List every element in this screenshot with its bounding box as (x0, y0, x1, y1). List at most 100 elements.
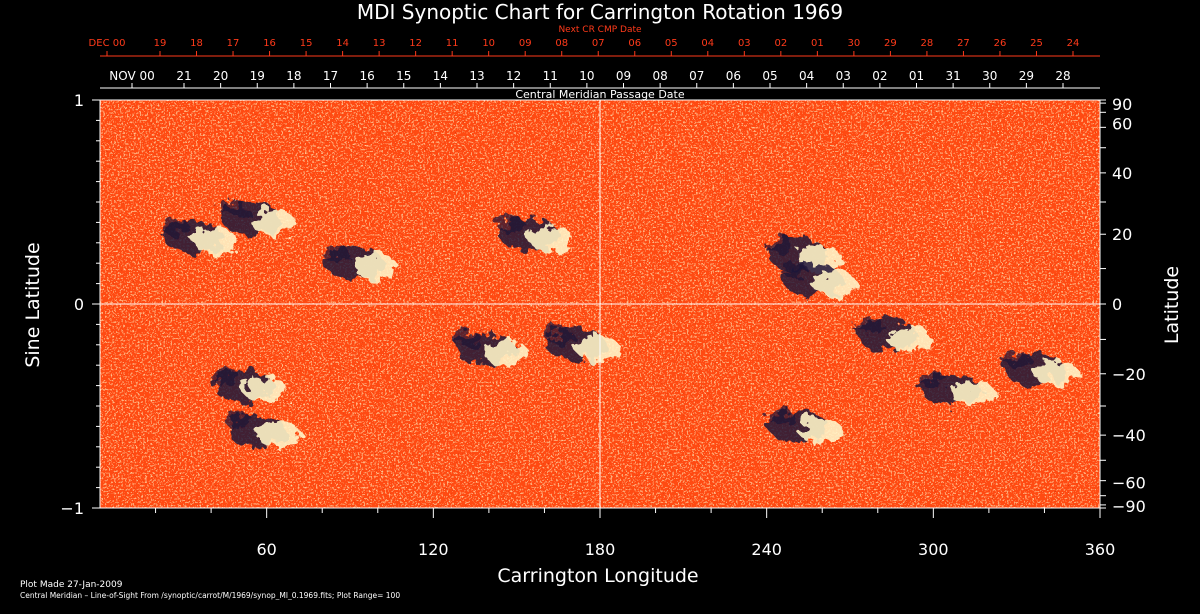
central-meridian-passage-date-label: 13 (469, 69, 484, 83)
next-cr-cmp-date-label: 09 (519, 38, 532, 49)
central-meridian-passage-date-label: 07 (689, 69, 704, 83)
next-cr-cmp-date-label: DEC 00 (89, 38, 126, 49)
central-meridian-passage-date-label: 05 (762, 69, 777, 83)
y-tick-label-right: 20 (1112, 225, 1132, 244)
x-tick-label: 240 (751, 540, 782, 559)
x-axis-label: Carrington Longitude (497, 565, 698, 587)
next-cr-cmp-date-label: 12 (409, 38, 422, 49)
positive-polarity-patch (528, 225, 573, 252)
positive-polarity-patch (484, 339, 529, 366)
next-cr-cmp-date-label: 03 (738, 38, 751, 49)
plot-source-note: Central Meridian – Line-of-Sight From /s… (20, 591, 400, 600)
y-tick-label-right: 40 (1112, 164, 1132, 183)
central-meridian-passage-date-label: 09 (616, 69, 631, 83)
next-cr-cmp-date-label: 07 (592, 38, 605, 49)
next-cr-cmp-date-label: 13 (373, 38, 386, 49)
next-cr-cmp-date-label: 04 (701, 38, 714, 49)
central-meridian-passage-date-label: 16 (359, 69, 374, 83)
central-meridian-passage-date-label: 03 (836, 69, 851, 83)
positive-polarity-patch (951, 380, 996, 407)
negative-polarity-patch (919, 371, 948, 388)
y-tick-label-right: −20 (1112, 365, 1146, 384)
negative-polarity-patch (766, 237, 795, 254)
next-cr-cmp-date-label: 26 (994, 38, 1007, 49)
central-meridian-passage-date-label: 04 (799, 69, 814, 83)
next-cr-cmp-date-label: 30 (848, 38, 861, 49)
central-meridian-passage-date-label: 14 (433, 69, 448, 83)
active-region (210, 367, 287, 403)
central-meridian-passage-date-label: 17 (323, 69, 338, 83)
y-tick-label-right: −40 (1112, 426, 1146, 445)
next-cr-cmp-date-label: 28 (921, 38, 934, 49)
active-region (452, 330, 529, 366)
next-cr-cmp-date-label: 27 (957, 38, 970, 49)
negative-polarity-patch (855, 316, 884, 333)
y-tick-label-right: 60 (1112, 114, 1132, 133)
active-region (544, 326, 621, 362)
central-meridian-passage-date-label: 02 (872, 69, 887, 83)
negative-polarity-patch (160, 218, 189, 235)
active-region (224, 412, 301, 448)
next-cr-cmp-date-label: 01 (811, 38, 824, 49)
central-meridian-passage-date-label: 18 (286, 69, 301, 83)
y-axis-label-right: Latitude (1161, 266, 1183, 344)
active-region (160, 218, 237, 254)
negative-polarity-patch (224, 412, 253, 429)
active-region (780, 261, 857, 297)
positive-polarity-patch (256, 421, 301, 448)
negative-polarity-patch (321, 245, 350, 262)
positive-polarity-patch (576, 335, 621, 362)
next-cr-cmp-date-title: Next CR CMP Date (558, 25, 642, 35)
negative-polarity-patch (1002, 351, 1031, 368)
next-cr-cmp-date-label: 14 (336, 38, 349, 49)
positive-polarity-patch (192, 227, 237, 254)
central-meridian-passage-date-label: 31 (945, 69, 960, 83)
next-cr-cmp-date-label: 19 (154, 38, 167, 49)
y-tick-label-right: −90 (1112, 497, 1146, 516)
positive-polarity-patch (887, 325, 932, 352)
active-region (1002, 351, 1079, 387)
negative-polarity-patch (780, 261, 809, 278)
plot-made-note: Plot Made 27-Jan-2009 (20, 580, 123, 590)
active-region (919, 371, 996, 407)
y-tick-label-left: −1 (60, 499, 84, 518)
positive-polarity-patch (1034, 360, 1079, 387)
negative-polarity-patch (219, 200, 248, 217)
central-meridian-passage-date-label: 30 (982, 69, 997, 83)
active-region (766, 237, 843, 273)
positive-polarity-patch (251, 209, 296, 236)
next-cr-cmp-date-label: 05 (665, 38, 678, 49)
positive-polarity-patch (242, 376, 287, 403)
next-cr-cmp-date-label: 17 (227, 38, 240, 49)
chart-title: MDI Synoptic Chart for Carrington Rotati… (357, 0, 843, 24)
central-meridian-passage-date-label: 11 (543, 69, 558, 83)
negative-polarity-patch (452, 330, 481, 347)
active-region (219, 200, 296, 236)
central-meridian-passage-date-label: NOV 00 (109, 69, 155, 83)
positive-polarity-patch (353, 254, 398, 281)
next-cr-cmp-date-label: 08 (555, 38, 568, 49)
active-region (496, 216, 573, 252)
central-meridian-passage-date-label: 15 (396, 69, 411, 83)
central-meridian-passage-date-label: 29 (1019, 69, 1034, 83)
negative-polarity-patch (210, 367, 239, 384)
x-tick-label: 120 (418, 540, 449, 559)
next-cr-cmp-date-label: 18 (190, 38, 203, 49)
central-meridian-passage-date-label: 06 (726, 69, 741, 83)
positive-polarity-patch (798, 417, 843, 444)
x-tick-label: 60 (256, 540, 276, 559)
next-cr-cmp-date-label: 29 (884, 38, 897, 49)
y-tick-label-right: 0 (1112, 295, 1122, 314)
x-tick-label: 360 (1085, 540, 1116, 559)
positive-polarity-patch (812, 270, 857, 297)
y-tick-label-right: 90 (1112, 95, 1132, 114)
negative-polarity-patch (766, 408, 795, 425)
central-meridian-passage-date-label: 12 (506, 69, 521, 83)
central-meridian-passage-date-label: 10 (579, 69, 594, 83)
central-meridian-passage-date-label: 01 (909, 69, 924, 83)
central-meridian-passage-date-label: 19 (250, 69, 265, 83)
negative-polarity-patch (496, 216, 525, 233)
next-cr-cmp-date-label: 11 (446, 38, 459, 49)
